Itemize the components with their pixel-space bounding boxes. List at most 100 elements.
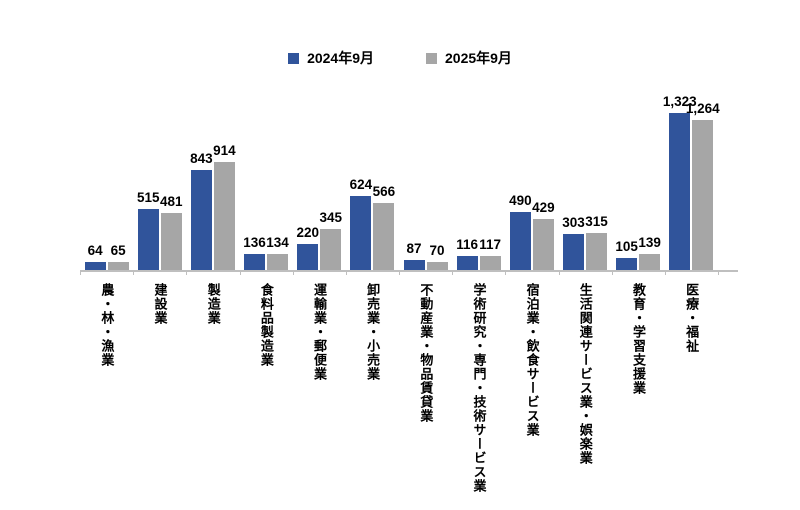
- category-cell-5: 運輸業・郵便業: [293, 283, 346, 493]
- bar-value-label: 566: [372, 183, 396, 199]
- bar-wrap-s1-c8: 116: [456, 238, 478, 270]
- bar-group-2: 515 481: [133, 112, 186, 270]
- category-label: 医療・福祉: [684, 283, 700, 353]
- bar-wrap-s1-c1: 64: [84, 244, 106, 270]
- bar-2025年9月-食料品製造業: [267, 254, 289, 270]
- category-cell-9: 宿泊業・飲食サービス業: [505, 283, 558, 493]
- legend-item-2024: 2024年9月: [288, 48, 374, 68]
- bar-wrap-s1-c2: 515: [137, 191, 160, 270]
- bar-value-label: 843: [190, 151, 213, 166]
- bar-value-label: 136: [243, 234, 266, 250]
- bar-group-3: 843 914: [186, 112, 239, 270]
- axis-tick: [239, 270, 241, 275]
- axis-tick: [664, 270, 666, 275]
- category-label: 不動産業・物品賃貸業: [418, 283, 434, 423]
- bar-value-label: 139: [638, 234, 661, 250]
- bar-2024年9月-製造業: [190, 170, 212, 270]
- bar-value-label: 70: [429, 242, 445, 258]
- bar-value-label: 116: [456, 237, 479, 253]
- bar-group-5: 220 345: [293, 112, 346, 270]
- bar-wrap-s1-c4: 136: [243, 236, 266, 270]
- bar-value-label: 1,323: [662, 94, 697, 109]
- bar-wrap-s2-c6: 566: [373, 185, 395, 270]
- axis-tick: [399, 270, 400, 275]
- bar-2025年9月-農・林・漁業: [107, 262, 129, 270]
- bar-wrap-s1-c3: 843: [190, 152, 213, 270]
- bar-group-1: 64 65: [80, 112, 133, 270]
- bar-value-label: 65: [110, 243, 126, 259]
- axis-tick: [558, 270, 560, 275]
- legend-label-2025: 2025年9月: [445, 50, 512, 66]
- bar-2025年9月-運輸業・郵便業: [320, 229, 342, 270]
- bar-wrap-s2-c3: 914: [213, 143, 236, 270]
- axis-tick: [186, 270, 188, 275]
- bar-2024年9月-不動産業・物品賃貸業: [403, 259, 425, 270]
- category-cell-4: 食料品製造業: [239, 283, 292, 493]
- bar-wrap-s1-c7: 87: [403, 242, 425, 270]
- bar-wrap-s2-c5: 345: [319, 211, 342, 270]
- bar-2024年9月-運輸業・郵便業: [297, 243, 319, 270]
- bar-wrap-s1-c9: 490: [509, 194, 532, 270]
- bar-wrap-s2-c7: 70: [426, 244, 448, 270]
- bar-2024年9月-教育・学習支援業: [616, 257, 638, 270]
- bar-value-label: 315: [585, 213, 608, 229]
- category-label: 卸売業・小売業: [365, 283, 381, 381]
- bar-2024年9月-医療・福祉: [669, 113, 691, 270]
- bar-2024年9月-宿泊業・飲食サービス業: [509, 211, 531, 270]
- bar-wrap-s2-c12: 1,264: [686, 102, 720, 270]
- bar-wrap-s1-c6: 624: [350, 178, 372, 270]
- bar-2024年9月-農・林・漁業: [84, 262, 106, 270]
- bar-wrap-s2-c1: 65: [107, 244, 129, 270]
- bar-value-label: 429: [532, 200, 555, 216]
- bar-value-label: 134: [266, 235, 289, 251]
- category-label: 建設業: [152, 283, 168, 325]
- legend-swatch-2024-icon: [288, 52, 300, 64]
- bar-value-label: 1,264: [685, 101, 720, 116]
- bar-2025年9月-医療・福祉: [692, 120, 714, 270]
- bar-wrap-s2-c4: 134: [266, 236, 289, 270]
- bar-wrap-s1-c5: 220: [296, 226, 319, 270]
- bar-group-12: 1,323 1,264: [663, 95, 720, 270]
- bar-2024年9月-学術研究・専門・技術サービス業: [456, 256, 478, 270]
- bar-value-label: 490: [509, 192, 532, 208]
- bar-wrap-s2-c10: 315: [585, 215, 608, 270]
- bar-value-label: 105: [615, 238, 638, 254]
- axis-tick: [611, 270, 613, 275]
- bar-value-label: 481: [159, 193, 183, 209]
- bar-2025年9月-生活関連サービス業・娯楽業: [585, 232, 607, 270]
- bar-wrap-s1-c12: 1,323: [663, 95, 697, 270]
- bar-2025年9月-建設業: [160, 212, 182, 270]
- axis-tick: [718, 270, 719, 275]
- bar-group-6: 624 566: [346, 112, 399, 270]
- bar-group-8: 116 117: [452, 112, 505, 270]
- bar-value-label: 87: [406, 240, 422, 256]
- bar-value-label: 117: [479, 237, 502, 253]
- category-label: 製造業: [205, 283, 221, 325]
- bar-value-label: 515: [136, 189, 160, 205]
- bar-wrap-s2-c2: 481: [160, 195, 183, 270]
- bar-group-10: 303 315: [558, 112, 611, 270]
- bar-group-11: 105 139: [612, 112, 665, 270]
- bar-2024年9月-生活関連サービス業・娯楽業: [562, 234, 584, 270]
- bar-2025年9月-教育・学習支援業: [639, 253, 661, 270]
- axis-tick: [292, 270, 294, 275]
- category-label: 運輸業・郵便業: [312, 283, 328, 381]
- bar-wrap-s1-c10: 303: [562, 216, 585, 270]
- legend-label-2024: 2024年9月: [307, 50, 374, 66]
- bar-group-7: 87 70: [399, 112, 452, 270]
- axis-tick: [80, 270, 81, 275]
- x-axis-line: [80, 270, 738, 272]
- bar-2025年9月-宿泊業・飲食サービス業: [532, 219, 554, 270]
- category-cell-12: 医療・福祉: [665, 283, 718, 493]
- bar-wrap-s2-c8: 117: [479, 238, 501, 270]
- x-axis-ticks: [80, 270, 719, 275]
- category-label: 学術研究・専門・技術サービス業: [471, 283, 487, 493]
- bar-value-label: 64: [87, 243, 103, 259]
- category-label: 食料品製造業: [258, 283, 274, 367]
- plot-area: 64 65 515 481 843 914 136 134 220 345 624 566 87 70 11…: [80, 95, 720, 270]
- category-cell-1: 農・林・漁業: [80, 283, 133, 493]
- bar-wrap-s2-c9: 429: [532, 201, 555, 270]
- category-cell-10: 生活関連サービス業・娯楽業: [558, 283, 611, 493]
- category-cell-3: 製造業: [186, 283, 239, 493]
